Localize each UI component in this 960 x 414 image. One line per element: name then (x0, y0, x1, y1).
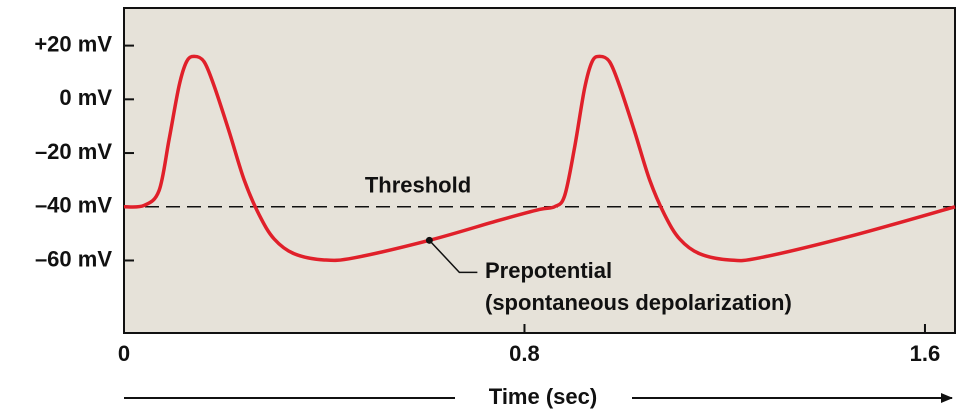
y-tick-label: –40 mV (35, 193, 112, 218)
x-tick-label: 0.8 (509, 341, 540, 366)
y-tick-label: 0 mV (59, 85, 112, 110)
threshold-label: Threshold (365, 173, 471, 198)
potential-line (123, 54, 956, 263)
plot-area (123, 7, 956, 334)
y-tick-label: –20 mV (35, 139, 112, 164)
callout-text: (spontaneous depolarization) (485, 290, 792, 315)
y-tick-label: –60 mV (35, 246, 112, 271)
x-axis-label: Time (sec) (489, 384, 597, 409)
callout-leader (428, 239, 478, 274)
x-tick-label: 1.6 (910, 341, 941, 366)
y-tick-label: +20 mV (34, 31, 112, 56)
x-tick-label: 0 (118, 341, 130, 366)
callout-point (425, 236, 433, 244)
callout-text: Prepotential (485, 258, 612, 283)
